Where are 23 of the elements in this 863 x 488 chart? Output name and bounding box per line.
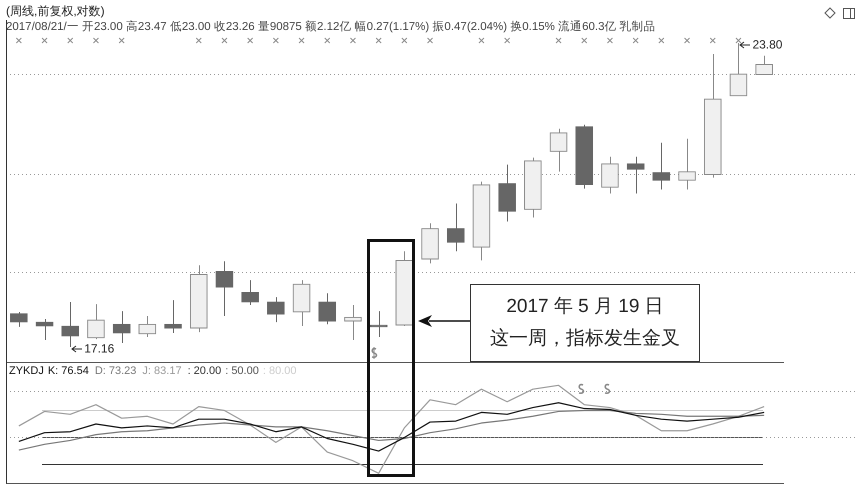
- chart-title: (周线,前复权,对数): [6, 3, 105, 20]
- candlestick: [601, 156, 619, 194]
- candlestick: [344, 304, 362, 341]
- text: : 50.00: [225, 365, 259, 377]
- candlestick: [652, 142, 670, 190]
- text: J: 83.17: [142, 365, 182, 377]
- annotation: 这一周，指标发生金叉: [489, 327, 681, 351]
- annotation: 17.16: [84, 341, 115, 356]
- candlestick: [678, 138, 696, 190]
- candlestick: [112, 310, 130, 344]
- text: K: 76.54: [48, 365, 89, 377]
- text: : 20.00: [188, 365, 222, 377]
- candlestick: [36, 318, 54, 341]
- annotation: 2017 年 5 月 19 日: [505, 295, 665, 319]
- chart-title: ZYKDJ: [9, 365, 44, 377]
- candlestick: [626, 156, 644, 194]
- candlestick: [164, 300, 182, 334]
- candlestick: [138, 315, 156, 338]
- candlestick: [241, 280, 259, 306]
- text: D: 73.23: [94, 365, 136, 377]
- chart-subtitle: 2017/08/21/一 开23.00 高23.47 低23.00 收23.26 量90875 额2.12亿 幅0.27(1.17%) 振0.47(2.04%) 换0.15% 流通60.3亿 乳制品: [6, 19, 656, 34]
- candlestick: [10, 312, 28, 328]
- candlestick: [370, 310, 388, 338]
